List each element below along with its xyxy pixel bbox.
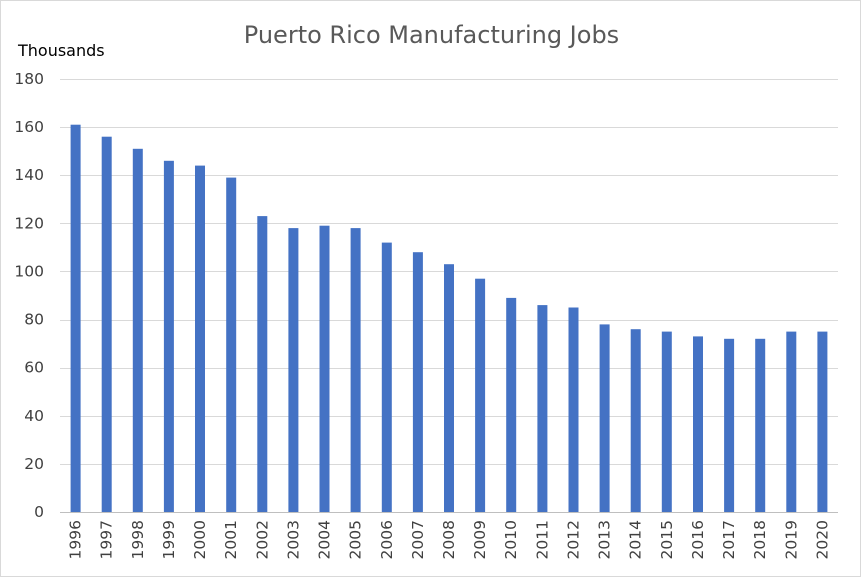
x-tick-label: 2005: [347, 520, 365, 559]
y-tick-label: 120: [14, 214, 44, 232]
x-tick-label: 2011: [533, 520, 551, 559]
x-tick-label: 2010: [502, 520, 520, 559]
bar-2004: [319, 225, 330, 512]
x-tick-label: 1996: [67, 520, 85, 559]
y-tick-label: 20: [24, 455, 44, 473]
x-tick-label: 2007: [409, 520, 427, 559]
y-tick-label: 180: [14, 70, 44, 88]
bar-1997: [101, 136, 112, 512]
bar-1998: [132, 148, 143, 513]
bar-2007: [412, 252, 423, 512]
bar-2009: [475, 278, 486, 512]
bar-2017: [724, 338, 735, 512]
bar-2020: [817, 331, 828, 512]
x-tick-label: 2013: [596, 520, 614, 559]
bar-2003: [288, 228, 299, 512]
x-tick-label: 2003: [284, 520, 302, 559]
bar-2005: [350, 228, 361, 512]
bar-2013: [599, 324, 610, 512]
x-tick-label: 2012: [564, 520, 582, 559]
y-axis-unit-label: Thousands: [18, 41, 105, 60]
bar-2018: [755, 338, 766, 512]
bar-1999: [163, 160, 174, 513]
x-tick-label: 2004: [316, 520, 334, 559]
y-tick-label: 60: [24, 359, 44, 377]
y-tick-label: 0: [34, 503, 44, 521]
bar-2006: [381, 242, 392, 512]
x-tick-label: 2000: [191, 520, 209, 559]
bar-2019: [786, 331, 797, 512]
bar-2012: [568, 307, 579, 512]
bar-1996: [70, 124, 81, 512]
bar-2010: [506, 297, 517, 512]
x-tick-label: 2014: [627, 520, 645, 559]
x-tick-label: 2016: [689, 520, 707, 559]
x-tick-label: 1998: [129, 520, 147, 559]
x-tick-label: 2006: [378, 520, 396, 559]
x-tick-label: 2009: [471, 520, 489, 559]
x-tick-label: 1999: [160, 520, 178, 559]
bar-2001: [226, 177, 237, 512]
y-tick-label: 100: [14, 262, 44, 280]
x-tick-label: 2001: [222, 520, 240, 559]
bar-2011: [537, 305, 548, 512]
chart-title: Puerto Rico Manufacturing Jobs: [243, 21, 620, 49]
x-tick-label: 2018: [751, 520, 769, 559]
y-tick-label: 40: [24, 407, 44, 425]
bar-2015: [661, 331, 672, 512]
x-tick-label: 2019: [782, 520, 800, 559]
y-tick-label: 160: [14, 118, 44, 136]
x-tick-label: 2017: [720, 520, 738, 559]
y-tick-label: 80: [24, 311, 44, 329]
x-tick-label: 2020: [813, 520, 831, 559]
bar-2008: [444, 264, 454, 512]
bar-2002: [257, 216, 268, 512]
y-tick-label: 140: [14, 166, 44, 184]
bar-2000: [195, 165, 205, 512]
bar-2014: [630, 329, 641, 512]
x-tick-label: 2008: [440, 520, 458, 559]
x-tick-label: 2002: [253, 520, 271, 559]
x-tick-label: 2015: [658, 520, 676, 559]
bar-2016: [693, 336, 703, 512]
x-tick-label: 1997: [98, 520, 116, 559]
